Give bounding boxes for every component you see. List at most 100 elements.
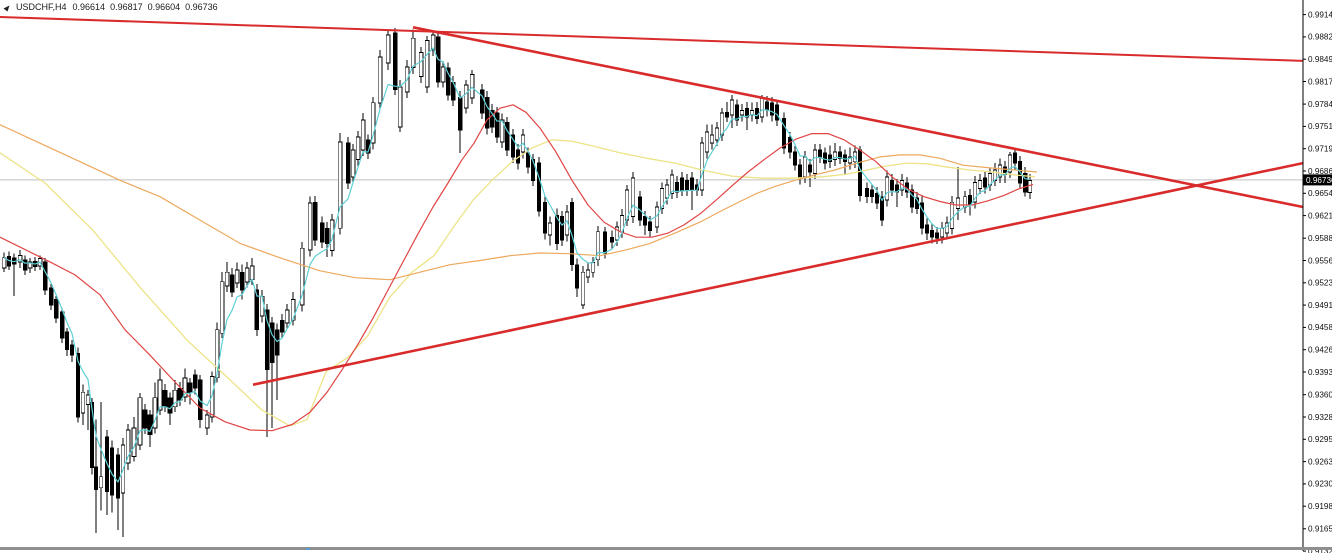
candle-bullish bbox=[944, 222, 950, 234]
candle-bullish bbox=[630, 177, 636, 218]
candle-bearish bbox=[229, 274, 235, 293]
candle-bullish bbox=[182, 377, 188, 398]
candle-bullish bbox=[949, 201, 955, 229]
axis-price-label: 0.96215 bbox=[1308, 211, 1332, 220]
candle-bullish bbox=[27, 261, 33, 269]
candle-bullish bbox=[997, 164, 1003, 178]
candle-bearish bbox=[559, 216, 565, 241]
axis-price-label: 0.95235 bbox=[1308, 279, 1332, 288]
candle-bearish bbox=[115, 454, 121, 499]
candle-bearish bbox=[684, 179, 690, 191]
candle-bearish bbox=[569, 201, 575, 266]
candle-bearish bbox=[642, 216, 648, 226]
candle-bullish bbox=[847, 156, 853, 164]
candle-bearish bbox=[982, 177, 988, 188]
candle-bearish bbox=[479, 89, 485, 114]
candle-bearish bbox=[187, 382, 193, 393]
object-cursor-icon bbox=[3, 4, 10, 11]
candle-bearish bbox=[919, 202, 925, 229]
candle-bullish bbox=[714, 127, 720, 141]
candle-bearish bbox=[392, 32, 398, 91]
trendline-triangle-support[interactable] bbox=[252, 161, 1304, 386]
candle-bearish bbox=[312, 201, 318, 241]
axis-price-label: 0.95885 bbox=[1308, 234, 1332, 243]
candle-bearish bbox=[754, 107, 760, 119]
candle-bearish bbox=[769, 102, 775, 116]
candle-bullish bbox=[234, 269, 240, 284]
candle-bearish bbox=[609, 236, 615, 243]
candle-bearish bbox=[764, 101, 770, 111]
candle-bullish bbox=[85, 394, 91, 406]
candle-bearish bbox=[857, 149, 863, 196]
candle-bearish bbox=[192, 374, 198, 389]
candle-bullish bbox=[98, 476, 104, 489]
current-price-box bbox=[1303, 174, 1332, 186]
candle-bearish bbox=[822, 152, 828, 164]
current-price-value: 0.96736 bbox=[1306, 176, 1332, 185]
candle-bearish bbox=[724, 111, 730, 118]
candle-bullish bbox=[729, 99, 735, 116]
candle-bullish bbox=[172, 389, 178, 408]
candle-bearish bbox=[744, 107, 750, 118]
candle-bullish bbox=[699, 142, 705, 191]
candle-bullish bbox=[370, 102, 376, 144]
candle-bullish bbox=[360, 119, 366, 151]
candle-bullish bbox=[972, 181, 978, 203]
chart-title: USDCHF,H4 0.96614 0.96817 0.96604 0.9673… bbox=[3, 1, 218, 13]
axis-price-label: 0.94585 bbox=[1308, 323, 1332, 332]
candle-bullish bbox=[759, 97, 765, 118]
candle-bullish bbox=[585, 269, 591, 278]
axis-price-label: 0.93935 bbox=[1308, 368, 1332, 377]
candle-bearish bbox=[69, 344, 75, 356]
ma-yellow-slow-line bbox=[0, 139, 1036, 427]
candle-bearish bbox=[42, 261, 48, 291]
candle-bullish bbox=[884, 176, 890, 201]
axis-price-label: 0.92305 bbox=[1308, 480, 1332, 489]
candle-bullish bbox=[157, 379, 163, 411]
candle-bullish bbox=[547, 222, 553, 236]
axis-price-label: 0.96865 bbox=[1308, 167, 1332, 176]
candle-bearish bbox=[269, 322, 275, 364]
candle-bearish bbox=[1012, 152, 1018, 164]
candle-bullish bbox=[329, 219, 335, 251]
candle-bearish bbox=[504, 122, 510, 151]
candle-bearish bbox=[53, 299, 59, 319]
candle-bullish bbox=[469, 74, 475, 99]
candle-bullish bbox=[418, 52, 424, 78]
candle-bearish bbox=[734, 104, 740, 121]
candle-bullish bbox=[955, 197, 961, 209]
candle-bullish bbox=[977, 179, 983, 189]
candle-bearish bbox=[637, 196, 643, 221]
candle-bullish bbox=[17, 255, 23, 263]
candle-bullish bbox=[812, 149, 818, 174]
candle-bullish bbox=[152, 397, 158, 429]
candle-bearish bbox=[525, 152, 531, 168]
candle-bearish bbox=[254, 289, 260, 331]
candle-bearish bbox=[889, 179, 895, 191]
scroll-position-tick[interactable] bbox=[306, 548, 310, 550]
trendline-triangle-resistance[interactable] bbox=[412, 26, 1304, 209]
candle-bearish bbox=[554, 214, 560, 244]
candle-bullish bbox=[385, 34, 391, 64]
candle-bearish bbox=[781, 118, 787, 149]
candle-bullish bbox=[463, 84, 469, 109]
ma-red-medium-line bbox=[0, 104, 1034, 432]
candle-bearish bbox=[239, 271, 245, 291]
candle-bearish bbox=[1022, 172, 1028, 193]
candle-bearish bbox=[89, 402, 95, 469]
candle-bullish bbox=[397, 86, 403, 128]
candle-bearish bbox=[879, 196, 885, 221]
ma-orange-slow-line bbox=[0, 124, 1038, 281]
candle-bearish bbox=[167, 397, 173, 414]
candle-bearish bbox=[536, 162, 542, 212]
candle-bullish bbox=[355, 136, 361, 161]
candle-bearish bbox=[542, 201, 548, 234]
candle-bullish bbox=[440, 66, 446, 83]
trendline-upper-channel-line[interactable] bbox=[0, 16, 1304, 62]
candle-bullish bbox=[1007, 154, 1013, 173]
candle-bearish bbox=[929, 229, 935, 238]
candle-bearish bbox=[64, 331, 70, 351]
